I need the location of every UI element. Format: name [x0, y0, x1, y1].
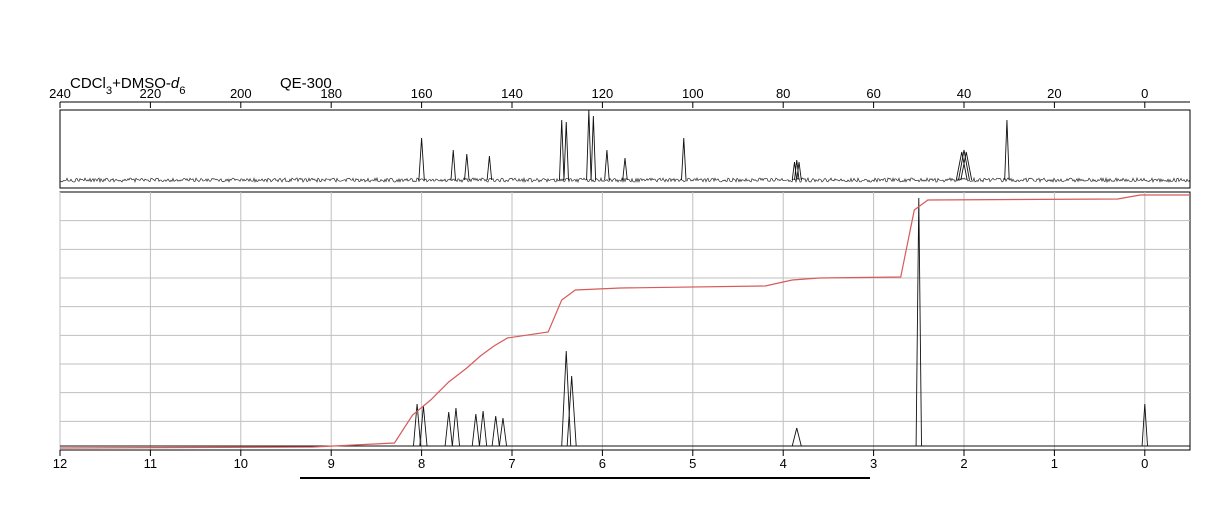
- nmr-figure: 020406080100120140160180200220240CDCl3+D…: [0, 0, 1224, 528]
- h1-peak: [445, 412, 452, 446]
- c13-tick-label: 140: [501, 86, 523, 101]
- c13-tick-label: 80: [776, 86, 790, 101]
- h1-tick-label: 2: [960, 456, 967, 471]
- h1-panel: [60, 192, 1190, 450]
- c13-baseline: [60, 178, 1190, 182]
- h1-peak: [567, 376, 576, 446]
- h1-peak: [413, 404, 420, 446]
- h1-tick-label: 6: [599, 456, 606, 471]
- h1-peak: [420, 406, 427, 446]
- c13-tick-label: 60: [866, 86, 880, 101]
- c13-tick-label: 0: [1141, 86, 1148, 101]
- h1-tick-label: 11: [144, 456, 158, 471]
- h1-peak: [492, 416, 499, 446]
- nmr-svg: 020406080100120140160180200220240CDCl3+D…: [0, 0, 1224, 528]
- h1-peak: [916, 198, 921, 446]
- h1-tick-label: 3: [870, 456, 877, 471]
- h1-tick-label: 9: [328, 456, 335, 471]
- c13-peak: [682, 138, 687, 180]
- c13-peak: [559, 120, 564, 180]
- solvent-label: CDCl3+DMSO-d6: [70, 75, 185, 97]
- c13-tick-label: 200: [230, 86, 252, 101]
- h1-tick-label: 7: [508, 456, 515, 471]
- h1-tick-label: 4: [780, 456, 787, 471]
- h1-tick-label: 10: [234, 456, 248, 471]
- h1-peak: [479, 411, 486, 446]
- c13-tick-label: 120: [592, 86, 614, 101]
- c13-tick-label: 100: [682, 86, 704, 101]
- c13-peak: [564, 122, 569, 180]
- h1-peak: [472, 414, 479, 446]
- c13-tick-label: 40: [957, 86, 971, 101]
- c13-peak: [487, 156, 492, 180]
- h1-tick-label: 1: [1051, 456, 1058, 471]
- c13-peak: [1005, 120, 1010, 180]
- c13-peak: [419, 138, 424, 180]
- c13-peak: [451, 150, 456, 180]
- h1-peak: [562, 351, 571, 446]
- instrument-label: QE-300: [280, 75, 332, 92]
- h1-peak: [452, 408, 459, 446]
- h1-peak: [792, 428, 801, 446]
- c13-tick-label: 20: [1047, 86, 1061, 101]
- h1-integral: [60, 195, 1190, 448]
- h1-tick-label: 5: [689, 456, 696, 471]
- c13-peak: [465, 154, 470, 180]
- c13-peak: [587, 110, 592, 180]
- h1-peak: [499, 418, 506, 446]
- h1-tick-label: 0: [1141, 456, 1148, 471]
- h1-tick-label: 8: [418, 456, 425, 471]
- c13-panel: [60, 110, 1190, 188]
- c13-tick-label: 160: [411, 86, 433, 101]
- c13-tick-label: 240: [49, 86, 71, 101]
- c13-peak: [623, 158, 628, 180]
- c13-peak: [605, 150, 610, 180]
- h1-tick-label: 12: [53, 456, 67, 471]
- c13-peak: [591, 116, 596, 180]
